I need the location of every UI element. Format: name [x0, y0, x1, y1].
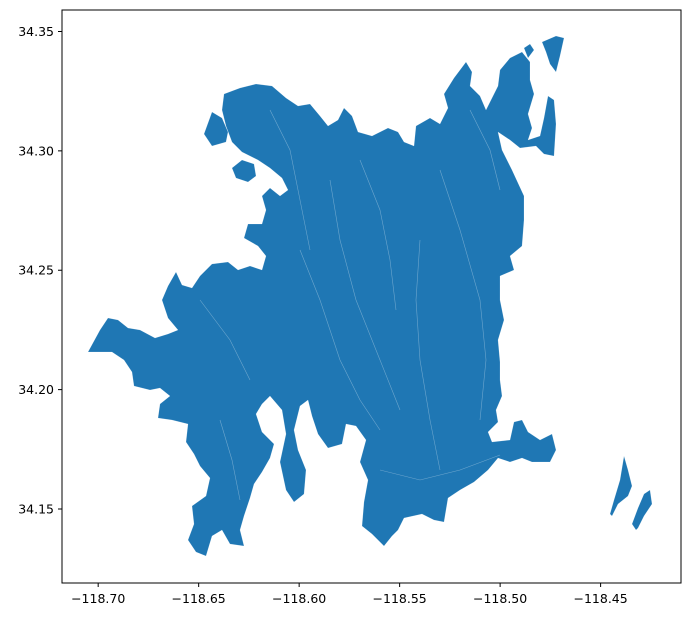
x-tick-label: −118.65 — [172, 591, 226, 606]
x-tick-label: −118.50 — [473, 591, 527, 606]
x-tick-label: −118.45 — [574, 591, 628, 606]
y-tick-label: 34.20 — [18, 382, 54, 397]
y-tick-label: 34.25 — [18, 263, 54, 278]
x-tick-label: −118.70 — [71, 591, 125, 606]
y-tick-label: 34.35 — [18, 24, 54, 39]
y-tick-label: 34.30 — [18, 143, 54, 158]
y-tick-label: 34.15 — [18, 501, 54, 516]
x-tick-label: −118.55 — [373, 591, 427, 606]
x-tick-label: −118.60 — [272, 591, 326, 606]
